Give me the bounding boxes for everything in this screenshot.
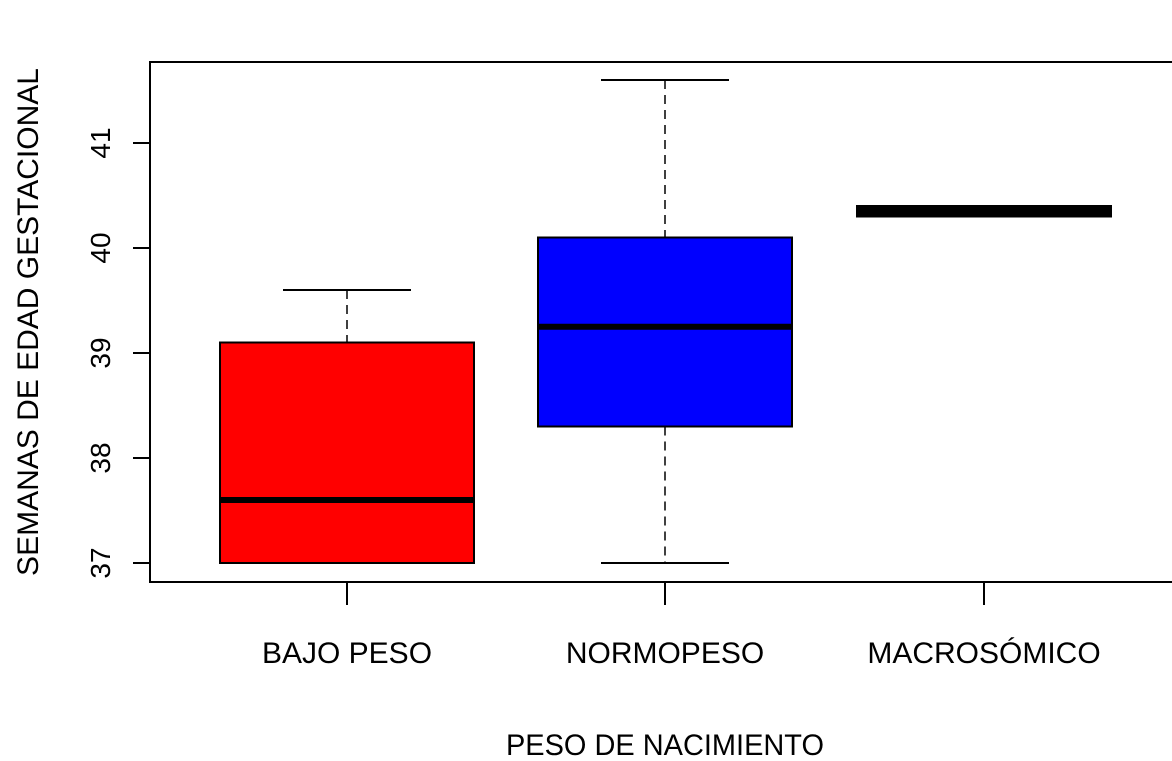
box-2: [537, 79, 793, 564]
y-tick-label: 37: [85, 547, 116, 578]
x-tick-label: MACROSÓMICO: [867, 637, 1100, 670]
box-body: [219, 341, 475, 564]
y-tick-label: 40: [85, 232, 116, 263]
y-axis-title: SEMANAS DE EDAD GESTACIONAL: [12, 68, 45, 576]
x-axis-title: PESO DE NACIMIENTO: [506, 729, 824, 761]
plot-area: [219, 79, 1112, 564]
y-tick-label: 41: [85, 127, 116, 158]
y-axis: 37 38 39 40 41: [85, 127, 151, 579]
box-1: [219, 289, 475, 564]
box-body: [537, 236, 793, 428]
x-tick-label: BAJO PESO: [262, 637, 432, 670]
x-axis: BAJO PESO NORMOPESO MACROSÓMICO: [262, 582, 1101, 670]
y-tick-label: 39: [85, 337, 116, 368]
y-tick-label: 38: [85, 442, 116, 473]
x-tick-label: NORMOPESO: [566, 637, 764, 670]
box-3: [856, 205, 1112, 218]
